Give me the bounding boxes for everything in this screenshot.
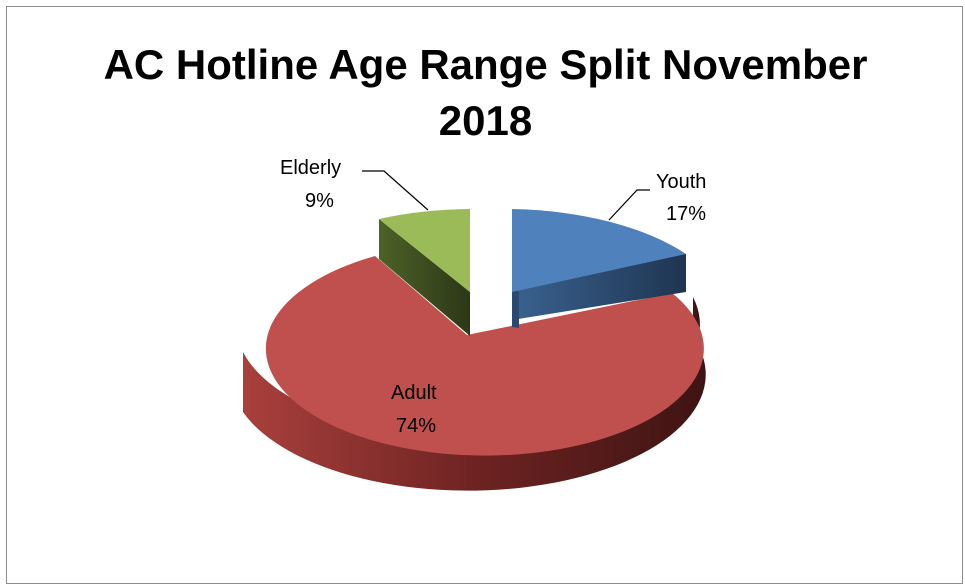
data-label-elderly-pct: 9% xyxy=(305,190,334,212)
slice-youth-top xyxy=(512,209,686,292)
slice-adult xyxy=(243,256,706,491)
chart-title: AC Hotline Age Range Split November 2018 xyxy=(7,37,964,149)
data-label-elderly-name: Elderly xyxy=(280,157,341,179)
data-label-youth-name: Youth xyxy=(656,171,706,193)
pie-plot: Youth 17% Adult 74% Elderly 9% xyxy=(243,157,706,491)
slice-elderly-top xyxy=(379,209,470,292)
data-label-adult-pct: 74% xyxy=(396,415,436,437)
leader-line-youth xyxy=(608,189,650,221)
slice-youth-side-front xyxy=(512,282,519,328)
slice-youth-side xyxy=(512,254,686,320)
slice-youth xyxy=(512,209,686,328)
slice-elderly xyxy=(379,209,470,336)
chart-area: AC Hotline Age Range Split November 2018 xyxy=(6,6,963,584)
leader-line-elderly xyxy=(362,170,429,211)
chart-title-line-1: AC Hotline Age Range Split November xyxy=(103,41,868,88)
chart-title-line-2: 2018 xyxy=(438,97,533,144)
data-label-adult-name: Adult xyxy=(391,382,437,404)
data-label-youth-pct: 17% xyxy=(666,203,706,225)
slice-elderly-side xyxy=(379,219,470,336)
slice-adult-top xyxy=(265,256,704,456)
